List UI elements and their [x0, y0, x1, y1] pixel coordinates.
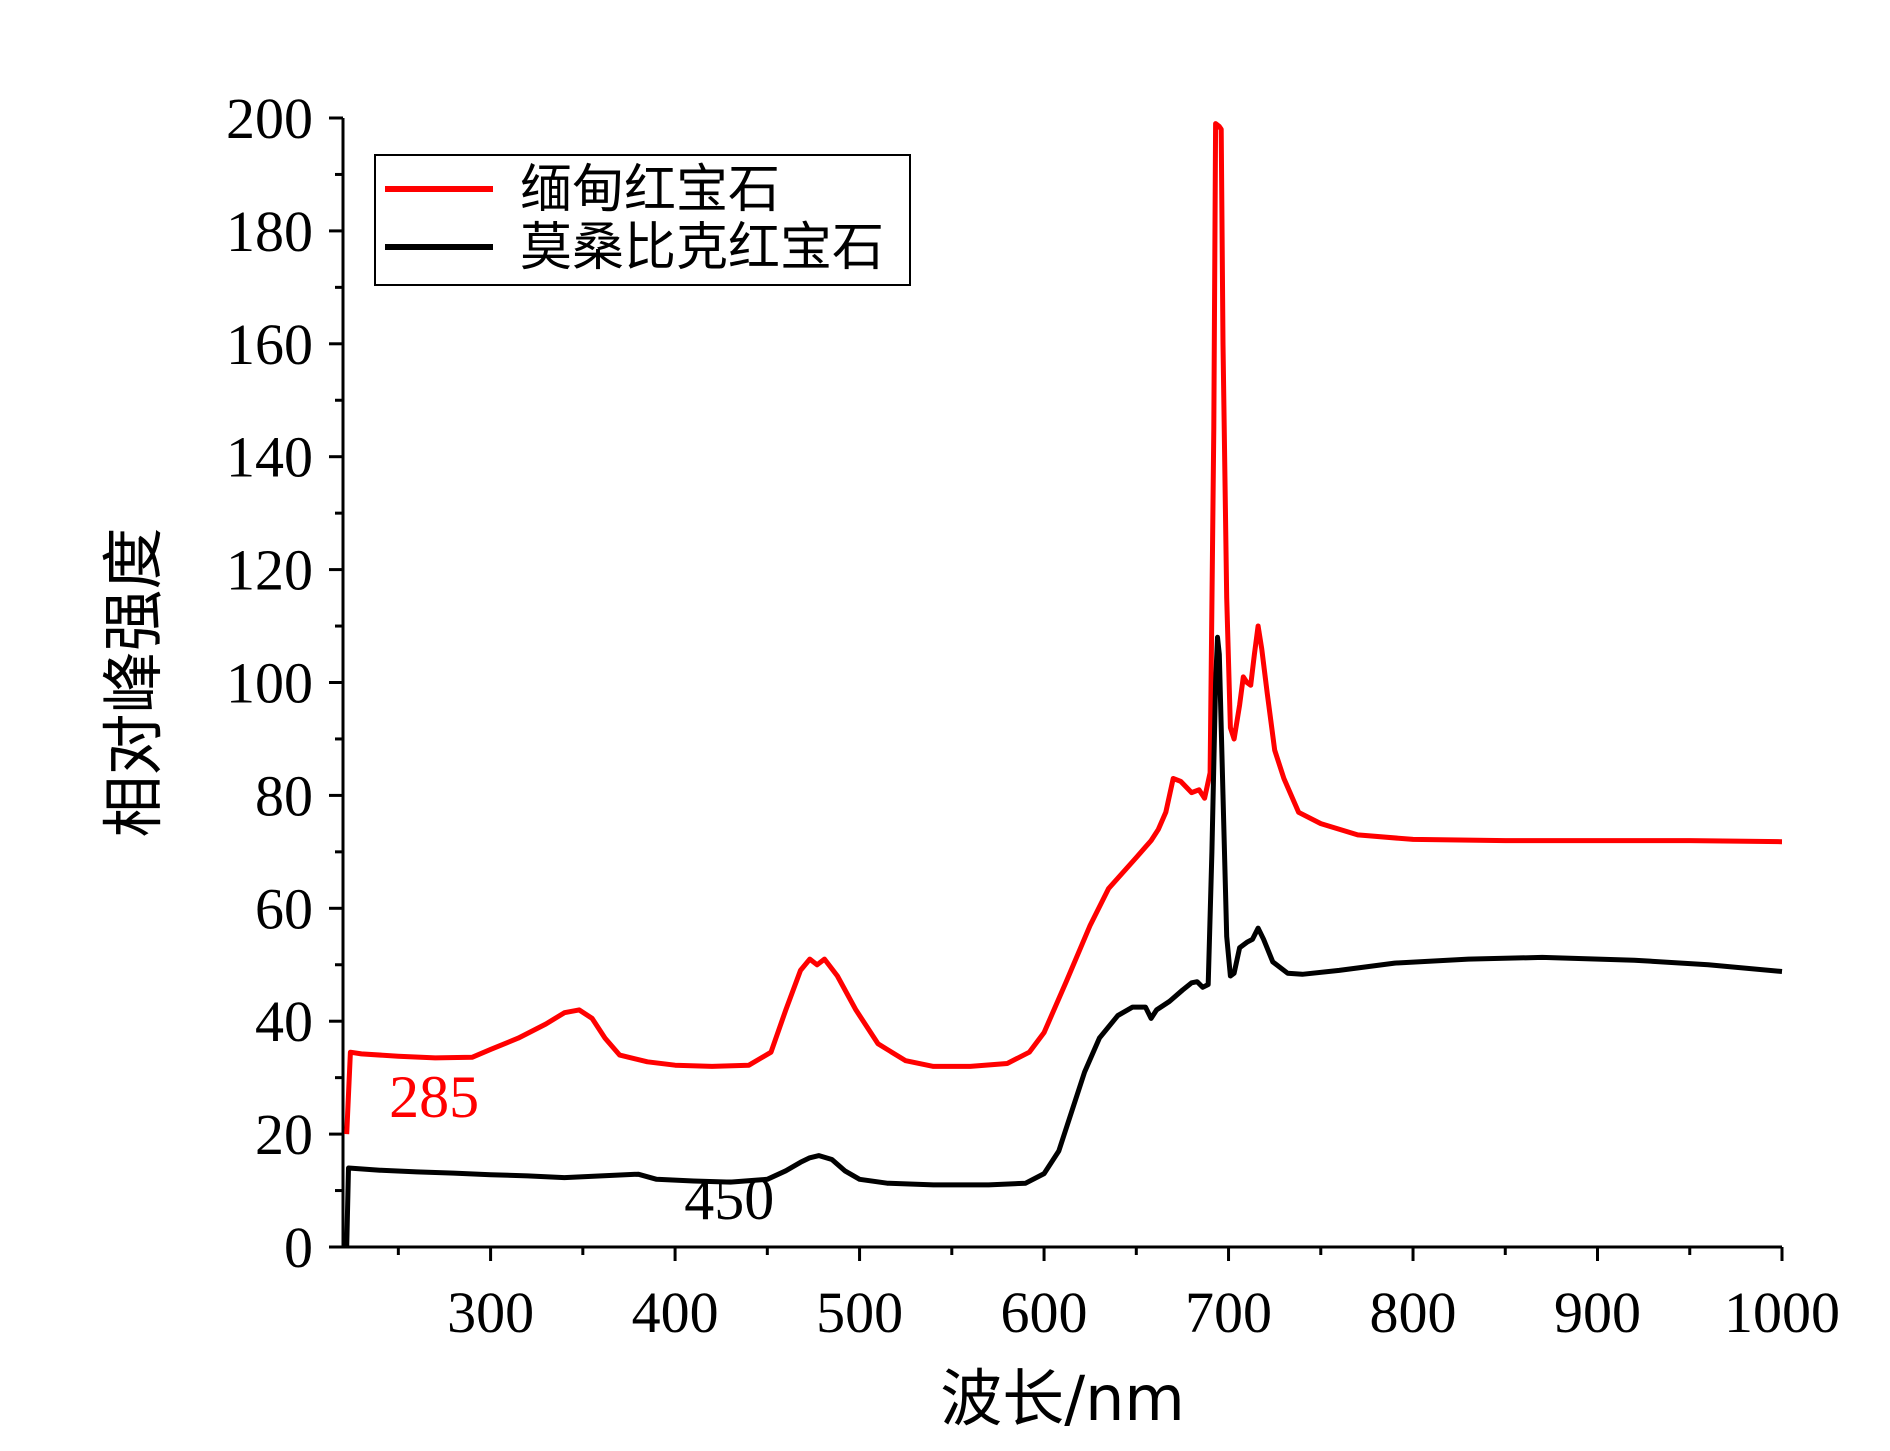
y-tick-label: 20 [255, 1102, 313, 1167]
series-line-1 [344, 634, 1783, 1248]
axes: 300 400 500 600 700 800 900 1000 0 20 40 60 80 100 120… [226, 86, 1840, 1345]
y-tick-label: 100 [226, 651, 313, 716]
legend-box [374, 154, 911, 286]
y-tick-label: 180 [226, 199, 313, 264]
annotations: 285 450 [389, 1064, 774, 1232]
y-tick-label: 140 [226, 425, 313, 490]
y-tick-label: 120 [226, 538, 313, 603]
x-tick-label: 300 [447, 1280, 534, 1345]
x-tick-label: 900 [1554, 1280, 1641, 1345]
y-tick-label: 160 [226, 312, 313, 377]
series-line-0 [344, 121, 1783, 1135]
x-tick-label: 700 [1185, 1280, 1272, 1345]
annotation-label: 285 [389, 1064, 479, 1130]
x-axis-title: 波长/nm [940, 1362, 1185, 1435]
y-tick-label: 60 [255, 876, 313, 941]
y-tick-label: 80 [255, 763, 313, 828]
y-tick-label: 40 [255, 989, 313, 1054]
legend-label-0: 缅甸红宝石 [520, 160, 780, 220]
x-tick-label: 800 [1370, 1280, 1457, 1345]
annotation-label: 450 [684, 1166, 774, 1232]
y-tick-label: 0 [284, 1215, 313, 1280]
x-tick-label: 500 [816, 1280, 903, 1345]
x-tick-label: 600 [1001, 1280, 1088, 1345]
series-group [344, 121, 1783, 1248]
legend-label-1: 莫桑比克红宝石 [520, 218, 884, 278]
y-tick-label: 200 [226, 86, 313, 151]
x-tick-label: 1000 [1724, 1280, 1840, 1345]
y-axis-title: 相对峰强度 [97, 527, 170, 837]
x-tick-label: 400 [632, 1280, 719, 1345]
